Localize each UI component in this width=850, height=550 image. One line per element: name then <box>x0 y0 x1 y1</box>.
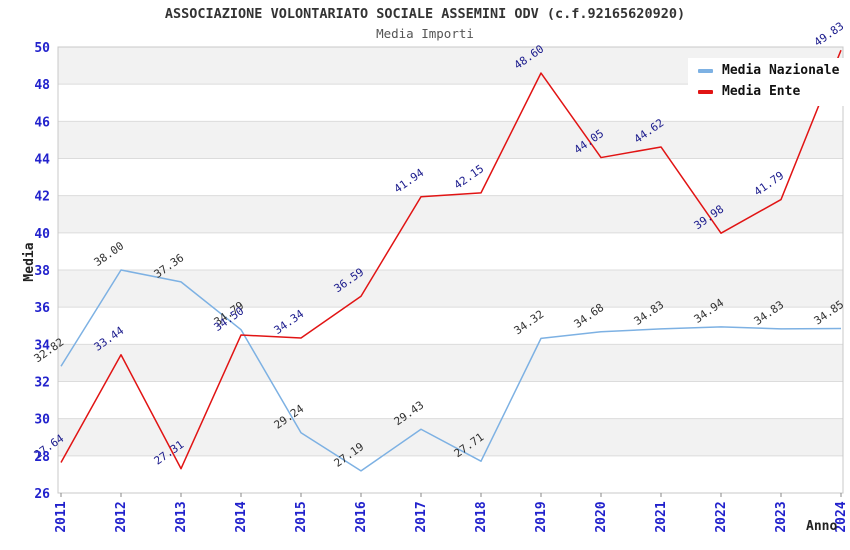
grid-band <box>58 158 843 196</box>
x-tick-label: 2020 <box>594 501 609 532</box>
x-tick-label: 2023 <box>774 501 789 532</box>
y-tick-label: 48 <box>34 78 50 93</box>
grid-band <box>58 121 843 159</box>
grid-band <box>58 455 843 493</box>
chart-subtitle: Media Importi <box>376 26 474 41</box>
legend-item-media-nazionale: Media Nazionale <box>698 63 839 78</box>
y-tick-label: 30 <box>34 413 50 428</box>
legend-swatch-media-ente-icon <box>698 89 713 94</box>
series-line-media-nazionale <box>60 269 842 472</box>
x-tick-label: 2024 <box>834 501 849 532</box>
data-label: 49.83 <box>812 19 847 49</box>
y-tick-label: 36 <box>34 301 50 316</box>
y-tick-label: 34 <box>34 338 50 353</box>
grid-band <box>58 270 843 308</box>
x-tick-label: 2012 <box>114 501 129 532</box>
y-tick-label: 28 <box>34 450 50 465</box>
y-tick-label: 26 <box>34 487 50 502</box>
y-tick-label: 44 <box>34 153 50 168</box>
chart-title: ASSOCIAZIONE VOLONTARIATO SOCIALE ASSEMI… <box>164 6 686 22</box>
x-tick-label: 2022 <box>714 501 729 532</box>
grid-band <box>58 307 843 345</box>
x-tick-label: 2013 <box>174 501 189 532</box>
legend-swatch-media-nazionale-icon <box>698 68 713 73</box>
x-tick-label: 2019 <box>534 501 549 532</box>
y-tick-label: 50 <box>34 41 50 56</box>
series-line-media-ente <box>60 49 842 470</box>
legend-label: Media Nazionale <box>722 63 840 78</box>
x-tick-label: 2018 <box>474 501 489 532</box>
x-tick-label: 2017 <box>414 501 429 532</box>
x-tick-label: 2016 <box>354 501 369 532</box>
x-tick-label: 2015 <box>294 501 309 532</box>
x-axis-title: Anno <box>806 519 838 534</box>
x-tick-label: 2011 <box>54 501 69 532</box>
grid-band <box>58 232 843 270</box>
y-tick-label: 32 <box>34 376 50 391</box>
grid-band <box>58 195 843 233</box>
legend-label: Media Ente <box>722 84 801 99</box>
x-tick-label: 2014 <box>234 501 249 532</box>
legend-item-media-ente: Media Ente <box>698 84 839 99</box>
y-tick-label: 38 <box>34 264 50 279</box>
y-tick-label: 42 <box>34 190 50 205</box>
y-tick-label: 40 <box>34 227 50 242</box>
grid-band <box>58 381 843 419</box>
x-tick-label: 2021 <box>654 501 669 532</box>
grid-band <box>58 344 843 382</box>
plot-border <box>57 46 844 494</box>
legend: Media Nazionale Media Ente <box>688 58 850 106</box>
y-tick-label: 46 <box>34 115 50 130</box>
